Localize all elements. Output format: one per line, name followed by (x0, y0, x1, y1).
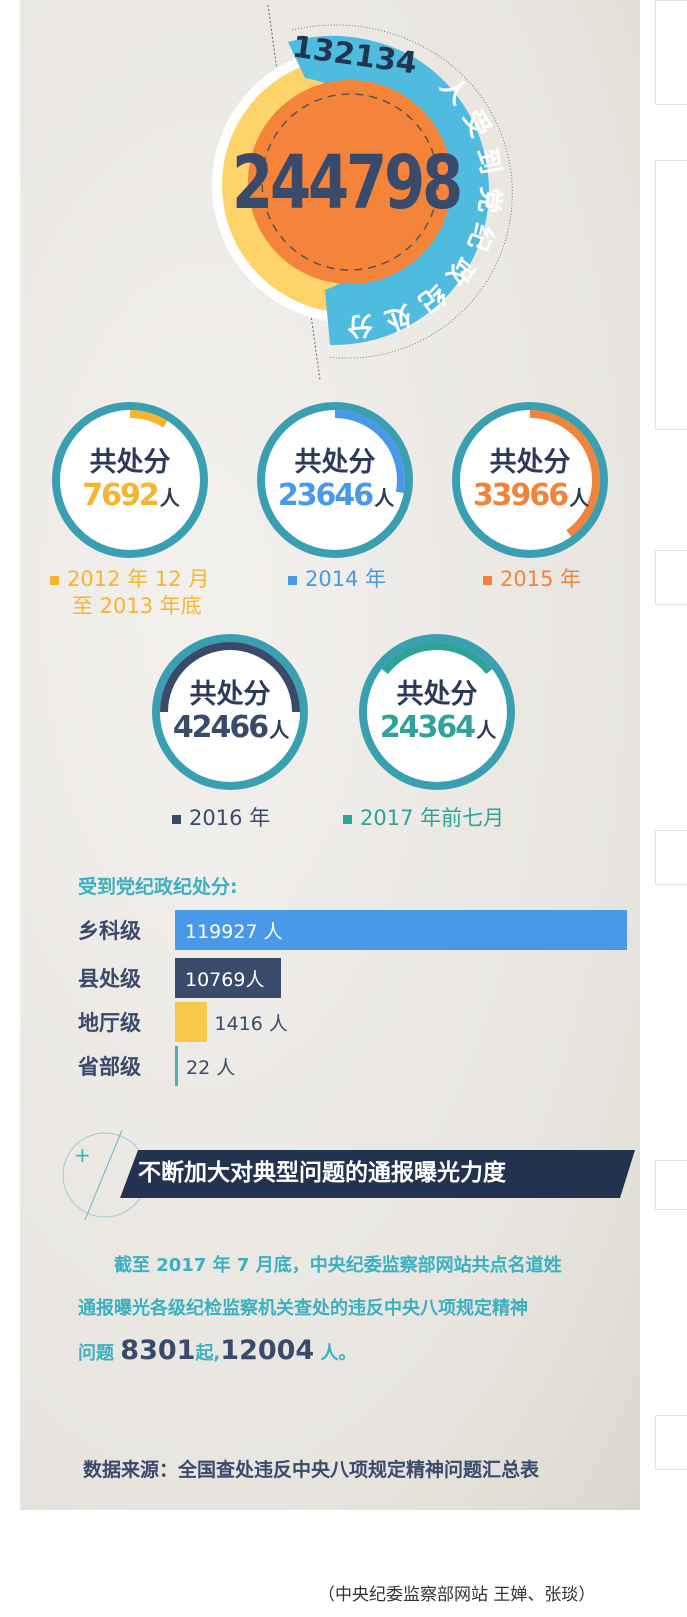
data-source: 数据来源：全国查处违反中央八项规定精神问题汇总表 (83, 1459, 540, 1481)
bar (175, 1046, 178, 1086)
progress-arc (160, 642, 300, 713)
legend-square-icon (343, 814, 352, 824)
legend-square-icon (50, 575, 59, 585)
bar-value-label: 22 人 (186, 1057, 236, 1079)
circle-unit: 人 (159, 486, 180, 510)
people-count: 12004 (220, 1335, 315, 1366)
legend-square-icon (288, 575, 297, 585)
circle-value: 42466 (172, 710, 269, 745)
adjacent-panel (655, 550, 687, 605)
paragraph-line: 截至 2017 年 7 月底，中央纪委监察部网站共点名道姓 (114, 1255, 562, 1276)
hero-badge (212, 4, 513, 380)
adjacent-panel (655, 160, 687, 430)
circle-label: 共处分 (489, 447, 571, 478)
adjacent-panel (655, 1160, 687, 1210)
bar-category-label: 省部级 (78, 1055, 141, 1079)
circle-value: 7692 (82, 478, 159, 513)
bar-value-label: 1416 人 (214, 1013, 288, 1035)
circle-value: 23646 (277, 478, 374, 513)
hero-total: 244798 (232, 140, 463, 226)
bar-category-label: 县处级 (78, 967, 141, 991)
year-legend-text: 2012 年 12 月 (67, 567, 210, 591)
year-legend: 2015 年 (483, 566, 581, 593)
bar (175, 910, 627, 950)
bar-value-label: 119927 人 (185, 921, 283, 943)
bar (175, 958, 282, 998)
year-legend-text: 2017 年前七月 (360, 806, 505, 830)
progress-arc (529, 410, 600, 537)
paragraph-text: 问题 (78, 1343, 114, 1364)
bar-category-label: 乡科级 (78, 919, 141, 943)
legend-square-icon (483, 575, 492, 585)
year-legend: 2017 年前七月 (343, 805, 504, 832)
section-heading: 不断加大对典型问题的通报曝光力度 (138, 1160, 506, 1186)
section-heading-decoration: + (62, 1130, 635, 1220)
year-legend-text: 2014 年 (305, 567, 387, 591)
legend-square-icon (172, 814, 181, 824)
year-legend-text: 至 2013 年底 (72, 594, 202, 618)
circle-value: 24364 (379, 710, 476, 745)
bar-value-label: 10769人 (185, 969, 265, 991)
circle-unit: 人 (569, 486, 589, 510)
circle-value: 33966 (472, 478, 569, 513)
svg-text:+: + (74, 1143, 91, 1167)
caption: （中央纪委监察部网站 王婵、张琰） (318, 1585, 596, 1605)
year-circle: 共处分 24364 人 (357, 632, 517, 792)
year-legend-text: 2015 年 (500, 567, 582, 591)
circle-label: 共处分 (189, 679, 271, 710)
adjacent-panel (655, 830, 687, 885)
year-circle: 共处分 23646 人 (255, 400, 415, 560)
circle-unit: 人 (476, 718, 496, 742)
circle-label: 共处分 (294, 447, 376, 478)
progress-arc (334, 410, 405, 494)
bar-category-label: 地厅级 (78, 1011, 141, 1035)
year-legend: 2014 年 (288, 566, 386, 593)
bar (175, 1002, 207, 1042)
circle-label: 共处分 (396, 679, 478, 710)
year-legend: 2012 年 12 月至 2013 年底 (50, 566, 209, 620)
year-legend: 2016 年 (172, 805, 270, 832)
adjacent-panel (655, 1415, 687, 1470)
year-circle: 共处分 42466 人 (150, 632, 310, 792)
circle-unit: 人 (374, 486, 394, 510)
cases-unit: 起, (195, 1343, 221, 1364)
paragraph-line: 通报曝光各级纪检监察机关查处的违反中央八项规定精神 (78, 1298, 528, 1319)
adjacent-panel (655, 0, 687, 105)
year-circle: 共处分 33966 人 (450, 400, 610, 560)
chart-title: 受到党纪政纪处分: (78, 876, 238, 898)
progress-arc (381, 642, 493, 675)
progress-arc (129, 410, 168, 428)
people-unit: 人。 (320, 1343, 357, 1364)
circle-unit: 人 (269, 718, 289, 742)
circle-label: 共处分 (89, 447, 171, 478)
year-circle: 共处分 7692 人 (50, 400, 210, 560)
cases-count: 8301 (120, 1335, 196, 1366)
year-legend-text: 2016 年 (189, 806, 271, 830)
